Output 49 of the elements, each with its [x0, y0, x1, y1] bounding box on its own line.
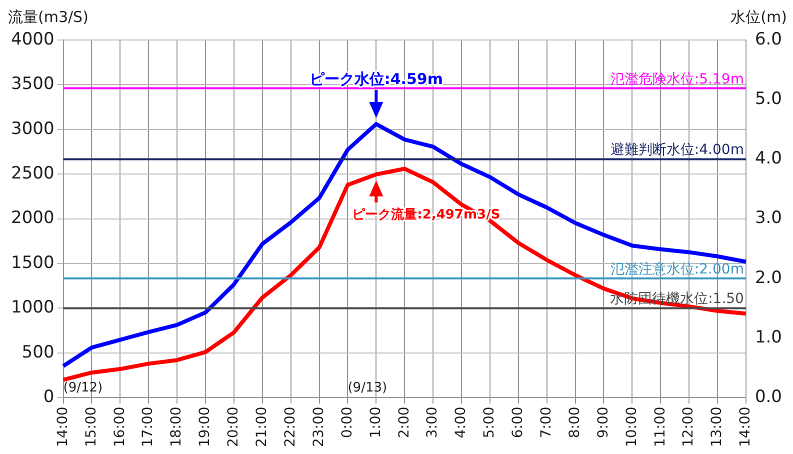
x-tick-label: 16:00	[112, 406, 128, 448]
x-tick-label: 7:00	[538, 406, 554, 438]
x-tick-label: 5:00	[482, 406, 498, 438]
x-tick-label: 14:00	[738, 406, 754, 448]
annotation: (9/12)	[63, 380, 103, 396]
y-tick-label: 3500	[11, 74, 54, 94]
x-tick-label: 21:00	[254, 406, 270, 448]
y2-tick-label: 2.0	[754, 268, 782, 288]
x-tick-label: 14:00	[54, 406, 71, 448]
y-tick-label: 3000	[11, 118, 54, 139]
y2-axis-title: 水位(m)	[730, 8, 787, 26]
x-tick-label: 0:00	[339, 406, 356, 438]
y2-tick-label: 6.0	[754, 29, 782, 50]
y-tick-label: 500	[22, 342, 54, 362]
x-tick-label: 22:00	[282, 406, 298, 448]
y-tick-label: 1500	[11, 252, 54, 273]
x-tick-label: 15:00	[83, 406, 100, 448]
ref-line-label: 氾濫危険水位:5.19m	[610, 71, 744, 88]
x-tick-label: 11:00	[652, 406, 668, 448]
y-tick-label: 2000	[11, 208, 54, 228]
y2-tick-label: 3.0	[754, 208, 782, 228]
x-tick-label: 18:00	[168, 406, 185, 448]
ref-line-label: 氾濫注意水位:2.00m	[610, 261, 744, 278]
annotation: ピーク水位:4.59m	[309, 70, 443, 88]
x-tick-label: 13:00	[709, 406, 726, 448]
ref-line-label: 避難判断水位:4.00m	[610, 142, 744, 158]
y2-tick-label: 1.0	[754, 327, 782, 348]
y2-tick-label: 5.0	[754, 89, 782, 110]
x-tick-label: 20:00	[226, 406, 242, 448]
x-tick-label: 3:00	[424, 406, 441, 438]
y-tick-label: 0	[43, 387, 54, 408]
y-tick-label: 1000	[11, 298, 54, 318]
x-tick-label: 4:00	[453, 406, 470, 438]
y-tick-label: 2500	[11, 164, 54, 184]
y-tick-label: 4000	[11, 29, 54, 50]
x-tick-label: 9:00	[595, 406, 612, 438]
annotation: (9/13)	[348, 380, 388, 396]
x-tick-label: 10:00	[624, 406, 640, 448]
y-axis-title: 流量(m3/S)	[8, 8, 88, 26]
x-tick-label: 19:00	[197, 406, 214, 448]
x-tick-label: 23:00	[310, 406, 327, 448]
x-tick-label: 12:00	[680, 406, 697, 448]
x-tick-label: 2:00	[396, 406, 412, 438]
x-tick-label: 17:00	[140, 406, 156, 448]
x-tick-label: 1:00	[368, 406, 384, 438]
y2-tick-label: 4.0	[754, 148, 782, 169]
x-tick-label: 8:00	[566, 406, 583, 438]
y2-tick-label: 0.0	[754, 387, 782, 408]
x-tick-label: 6:00	[510, 406, 526, 438]
